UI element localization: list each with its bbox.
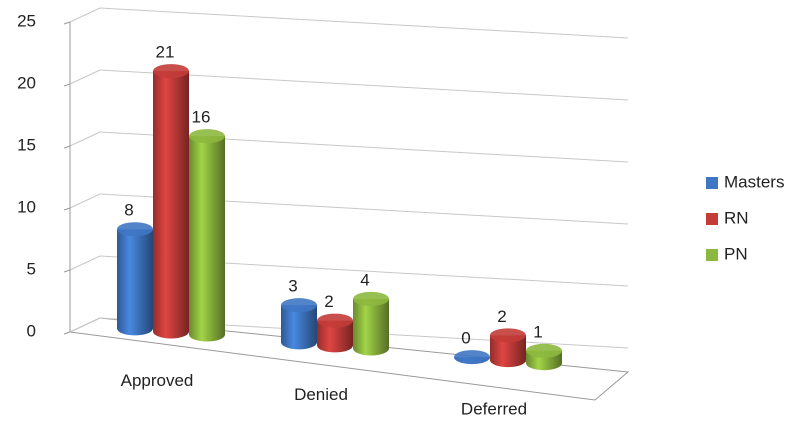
- y-tick-label: 25: [17, 11, 36, 30]
- y-tick-label: 0: [27, 321, 36, 340]
- value-label: 4: [360, 270, 369, 289]
- legend-swatch: [706, 177, 718, 189]
- bar-top: [353, 291, 389, 306]
- bar: [317, 320, 353, 353]
- tick-mark: [63, 145, 71, 149]
- value-label: 2: [324, 292, 333, 311]
- value-label: 3: [288, 277, 297, 296]
- x-tick-label: Denied: [294, 385, 348, 404]
- bar: [189, 136, 225, 342]
- tick-mark: [63, 83, 71, 87]
- value-label: 16: [192, 108, 211, 127]
- grid-line: [69, 69, 101, 85]
- bar: [153, 71, 189, 339]
- legend-swatch: [706, 249, 718, 261]
- value-label: 1: [533, 322, 542, 341]
- value-label: 0: [461, 329, 470, 348]
- legend-swatch: [706, 213, 718, 225]
- bar-top: [189, 129, 225, 144]
- grid-line: [69, 193, 101, 209]
- bar: [281, 305, 317, 350]
- bar: [117, 229, 153, 336]
- bar-top: [317, 313, 353, 328]
- bar-top: [454, 350, 490, 365]
- y-tick-label: 15: [17, 135, 36, 154]
- tick-mark: [63, 269, 71, 273]
- bar: [490, 335, 526, 368]
- y-tick-label: 5: [27, 259, 36, 278]
- value-label: 2: [497, 307, 506, 326]
- value-label: 21: [156, 43, 175, 62]
- bar-top: [281, 298, 317, 313]
- legend-label: PN: [724, 244, 748, 263]
- grid-line: [69, 131, 101, 147]
- tick-mark: [63, 207, 71, 211]
- grid-line: [69, 255, 101, 271]
- grid-line: [69, 7, 101, 23]
- x-tick-label: Approved: [121, 371, 194, 390]
- grid-line: [69, 317, 101, 333]
- bar-top: [153, 64, 189, 79]
- value-label: 8: [124, 201, 133, 220]
- bar-top: [117, 222, 153, 237]
- y-tick-label: 10: [17, 197, 36, 216]
- y-tick-label: 20: [17, 73, 36, 92]
- tick-mark: [63, 21, 71, 25]
- tick-mark: [63, 331, 71, 335]
- x-tick-label: Deferred: [461, 400, 527, 419]
- grid-line: [99, 7, 629, 39]
- legend-label: RN: [724, 208, 749, 227]
- legend-label: Masters: [724, 172, 784, 191]
- bar: [353, 298, 389, 356]
- bar-top: [490, 328, 526, 343]
- bar-top: [526, 343, 562, 358]
